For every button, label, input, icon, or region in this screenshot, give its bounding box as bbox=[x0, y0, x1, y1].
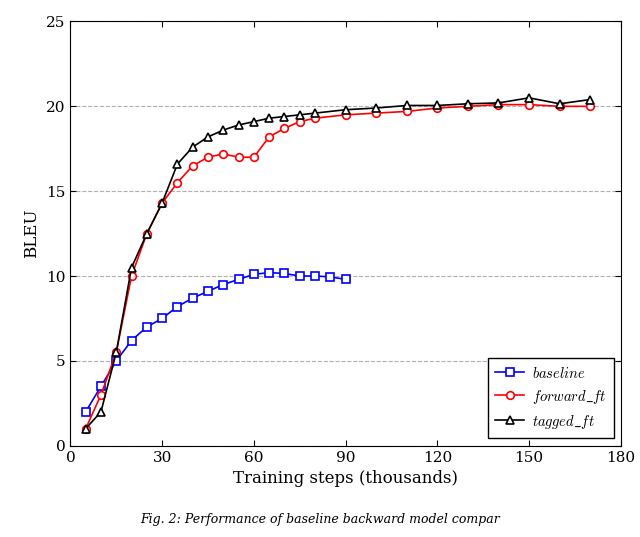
$\mathit{baseline}$ bbox=[342, 276, 349, 282]
Y-axis label: BLEU: BLEU bbox=[24, 209, 40, 258]
$\mathit{baseline}$ bbox=[204, 288, 212, 294]
$\mathit{tagged\_ft}$ bbox=[204, 134, 212, 140]
$\mathit{forward\_ft}$ bbox=[464, 103, 472, 110]
$\mathit{baseline}$ bbox=[266, 270, 273, 276]
$\mathit{forward\_ft}$ bbox=[296, 118, 303, 125]
$\mathit{tagged\_ft}$ bbox=[372, 105, 380, 111]
$\mathit{tagged\_ft}$ bbox=[525, 95, 533, 101]
$\mathit{baseline}$ bbox=[296, 273, 303, 279]
$\mathit{forward\_ft}$ bbox=[143, 230, 150, 237]
$\mathit{forward\_ft}$ bbox=[403, 108, 411, 114]
$\mathit{forward\_ft}$ bbox=[280, 125, 288, 132]
X-axis label: Training steps (thousands): Training steps (thousands) bbox=[233, 470, 458, 487]
$\mathit{tagged\_ft}$ bbox=[250, 118, 258, 125]
$\mathit{tagged\_ft}$ bbox=[158, 200, 166, 206]
$\mathit{forward\_ft}$ bbox=[525, 101, 533, 108]
$\mathit{baseline}$ bbox=[97, 383, 105, 389]
$\mathit{forward\_ft}$ bbox=[311, 115, 319, 121]
$\mathit{forward\_ft}$ bbox=[266, 134, 273, 140]
$\mathit{forward\_ft}$ bbox=[235, 154, 243, 161]
$\mathit{baseline}$ bbox=[326, 274, 334, 280]
Text: Fig. 2: Performance of baseline backward model compar: Fig. 2: Performance of baseline backward… bbox=[140, 513, 500, 526]
$\mathit{tagged\_ft}$ bbox=[266, 115, 273, 121]
$\mathit{tagged\_ft}$ bbox=[464, 100, 472, 107]
$\mathit{tagged\_ft}$ bbox=[403, 102, 411, 108]
$\mathit{tagged\_ft}$ bbox=[113, 349, 120, 355]
$\mathit{tagged\_ft}$ bbox=[280, 113, 288, 120]
$\mathit{forward\_ft}$ bbox=[128, 273, 136, 279]
$\mathit{baseline}$ bbox=[82, 409, 90, 415]
$\mathit{forward\_ft}$ bbox=[556, 103, 563, 110]
$\mathit{baseline}$ bbox=[220, 281, 227, 288]
$\mathit{baseline}$ bbox=[311, 273, 319, 279]
$\mathit{tagged\_ft}$ bbox=[342, 106, 349, 113]
$\mathit{tagged\_ft}$ bbox=[311, 110, 319, 117]
$\mathit{tagged\_ft}$ bbox=[189, 144, 196, 150]
$\mathit{forward\_ft}$ bbox=[342, 112, 349, 118]
Legend: $\mathit{baseline}$, $\mathit{forward\_ft}$, $\mathit{tagged\_ft}$: $\mathit{baseline}$, $\mathit{forward\_f… bbox=[488, 358, 614, 438]
$\mathit{tagged\_ft}$ bbox=[220, 127, 227, 133]
$\mathit{tagged\_ft}$ bbox=[235, 122, 243, 128]
Line: $\mathit{baseline}$: $\mathit{baseline}$ bbox=[82, 269, 349, 416]
$\mathit{tagged\_ft}$ bbox=[143, 230, 150, 237]
$\mathit{tagged\_ft}$ bbox=[82, 425, 90, 432]
$\mathit{forward\_ft}$ bbox=[220, 150, 227, 157]
$\mathit{baseline}$ bbox=[235, 276, 243, 282]
$\mathit{forward\_ft}$ bbox=[250, 154, 258, 161]
Line: $\mathit{tagged\_ft}$: $\mathit{tagged\_ft}$ bbox=[82, 94, 594, 433]
$\mathit{forward\_ft}$ bbox=[586, 103, 594, 110]
$\mathit{baseline}$ bbox=[158, 315, 166, 322]
$\mathit{forward\_ft}$ bbox=[113, 349, 120, 355]
$\mathit{baseline}$ bbox=[113, 358, 120, 364]
$\mathit{forward\_ft}$ bbox=[204, 154, 212, 161]
$\mathit{tagged\_ft}$ bbox=[296, 112, 303, 118]
$\mathit{tagged\_ft}$ bbox=[173, 161, 181, 167]
$\mathit{tagged\_ft}$ bbox=[495, 100, 502, 106]
$\mathit{forward\_ft}$ bbox=[495, 101, 502, 108]
$\mathit{tagged\_ft}$ bbox=[556, 100, 563, 107]
$\mathit{baseline}$ bbox=[173, 303, 181, 310]
$\mathit{forward\_ft}$ bbox=[433, 105, 441, 111]
Line: $\mathit{forward\_ft}$: $\mathit{forward\_ft}$ bbox=[82, 101, 594, 433]
$\mathit{baseline}$ bbox=[280, 270, 288, 277]
$\mathit{tagged\_ft}$ bbox=[97, 409, 105, 415]
$\mathit{forward\_ft}$ bbox=[173, 179, 181, 186]
$\mathit{tagged\_ft}$ bbox=[586, 96, 594, 103]
$\mathit{forward\_ft}$ bbox=[97, 391, 105, 398]
$\mathit{forward\_ft}$ bbox=[158, 200, 166, 206]
$\mathit{baseline}$ bbox=[189, 295, 196, 301]
$\mathit{baseline}$ bbox=[128, 337, 136, 344]
$\mathit{forward\_ft}$ bbox=[82, 425, 90, 432]
$\mathit{tagged\_ft}$ bbox=[433, 102, 441, 108]
$\mathit{tagged\_ft}$ bbox=[128, 264, 136, 271]
$\mathit{forward\_ft}$ bbox=[189, 163, 196, 169]
$\mathit{baseline}$ bbox=[250, 271, 258, 278]
$\mathit{forward\_ft}$ bbox=[372, 110, 380, 117]
$\mathit{baseline}$ bbox=[143, 324, 150, 330]
